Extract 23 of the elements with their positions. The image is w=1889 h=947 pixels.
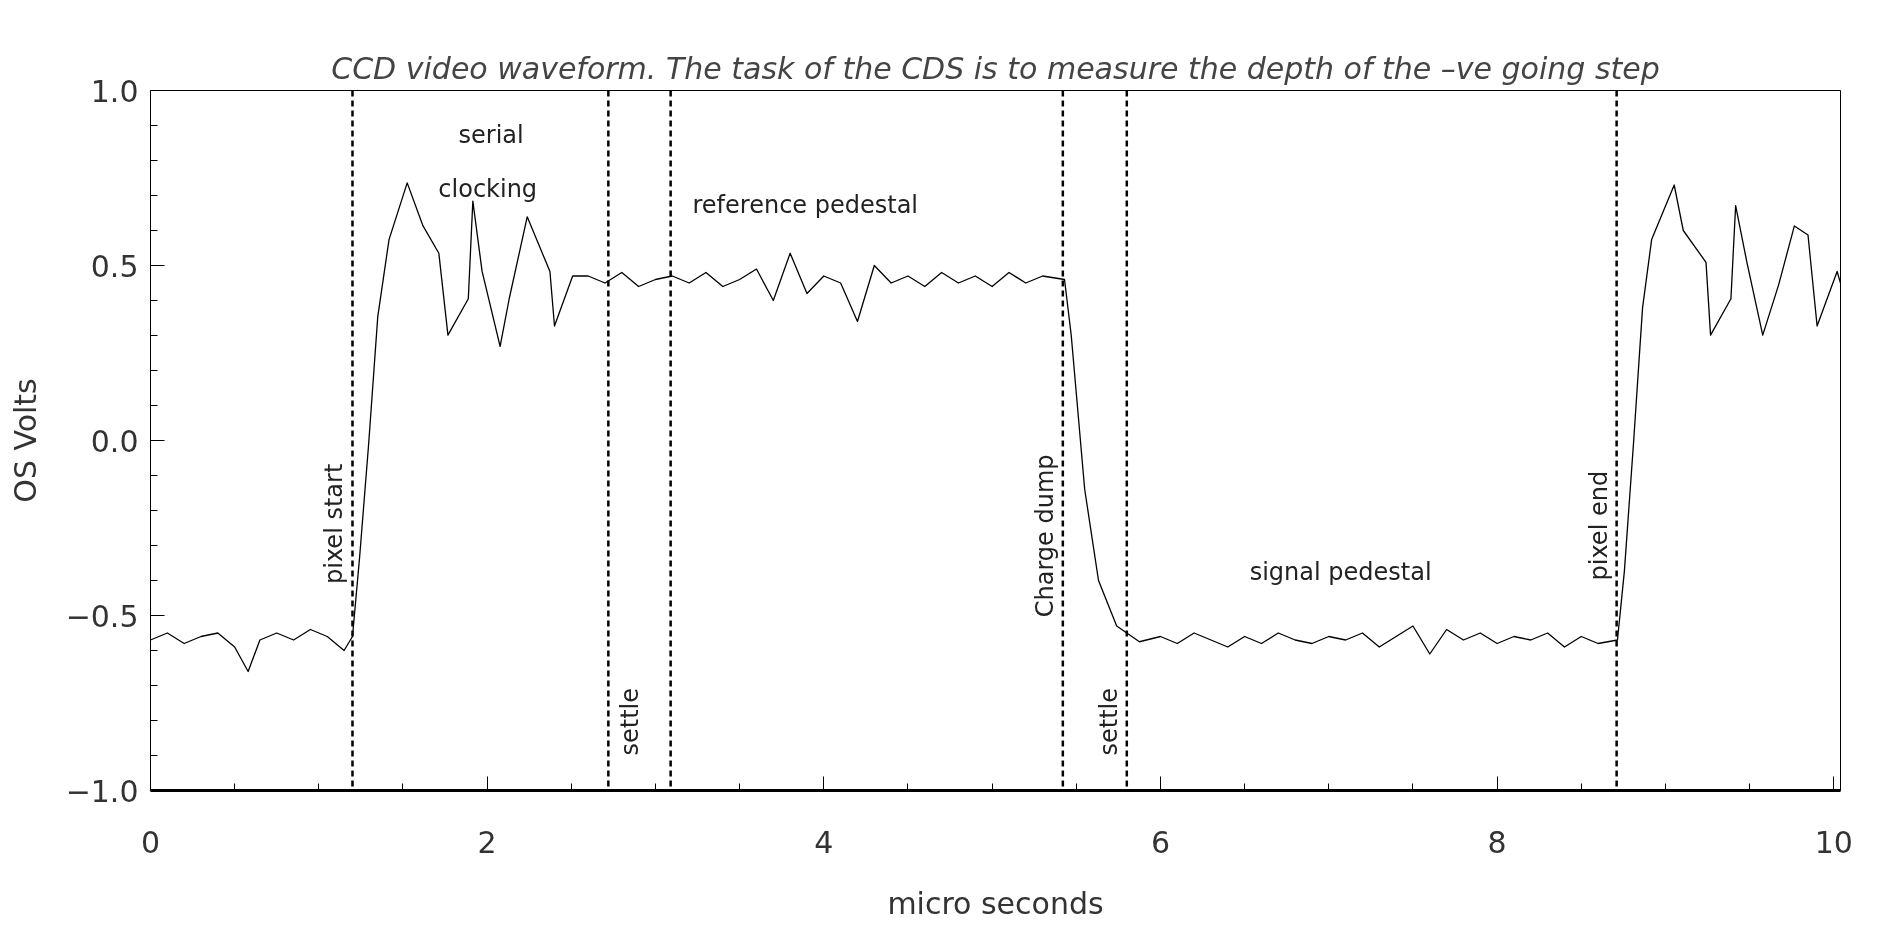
x-tick-label: 2 xyxy=(477,824,497,860)
annotation: signal pedestal xyxy=(1249,557,1432,586)
x-tick-label: 0 xyxy=(140,824,161,860)
annotation: serial xyxy=(458,120,524,149)
y-tick-label: 1.0 xyxy=(90,73,139,109)
ref-line-label: settle xyxy=(1094,687,1123,756)
ref-line-label: Charge dump xyxy=(1030,454,1059,618)
x-tick-label: 8 xyxy=(1487,824,1507,860)
annotation: reference pedestal xyxy=(692,190,919,219)
chart-title: CCD video waveform. The task of the CDS is to measure the depth of the –ve going step xyxy=(331,50,1660,86)
annotation: clocking xyxy=(438,174,538,203)
x-tick-label: 10 xyxy=(1814,824,1853,860)
x-tick-label: 4 xyxy=(814,824,834,860)
ref-line-label: pixel start xyxy=(320,463,349,584)
x-axis-title: micro seconds xyxy=(887,885,1104,921)
y-axis-title: OS Volts xyxy=(7,378,43,503)
y-tick-label: 0.0 xyxy=(90,423,139,459)
y-tick-label: −0.5 xyxy=(65,598,139,634)
ref-line-label: pixel end xyxy=(1584,470,1613,581)
y-tick-label: −1.0 xyxy=(65,773,139,809)
x-tick-label: 6 xyxy=(1150,824,1171,860)
y-tick-label: 0.5 xyxy=(90,248,139,284)
ref-line-label: settle xyxy=(616,687,645,756)
